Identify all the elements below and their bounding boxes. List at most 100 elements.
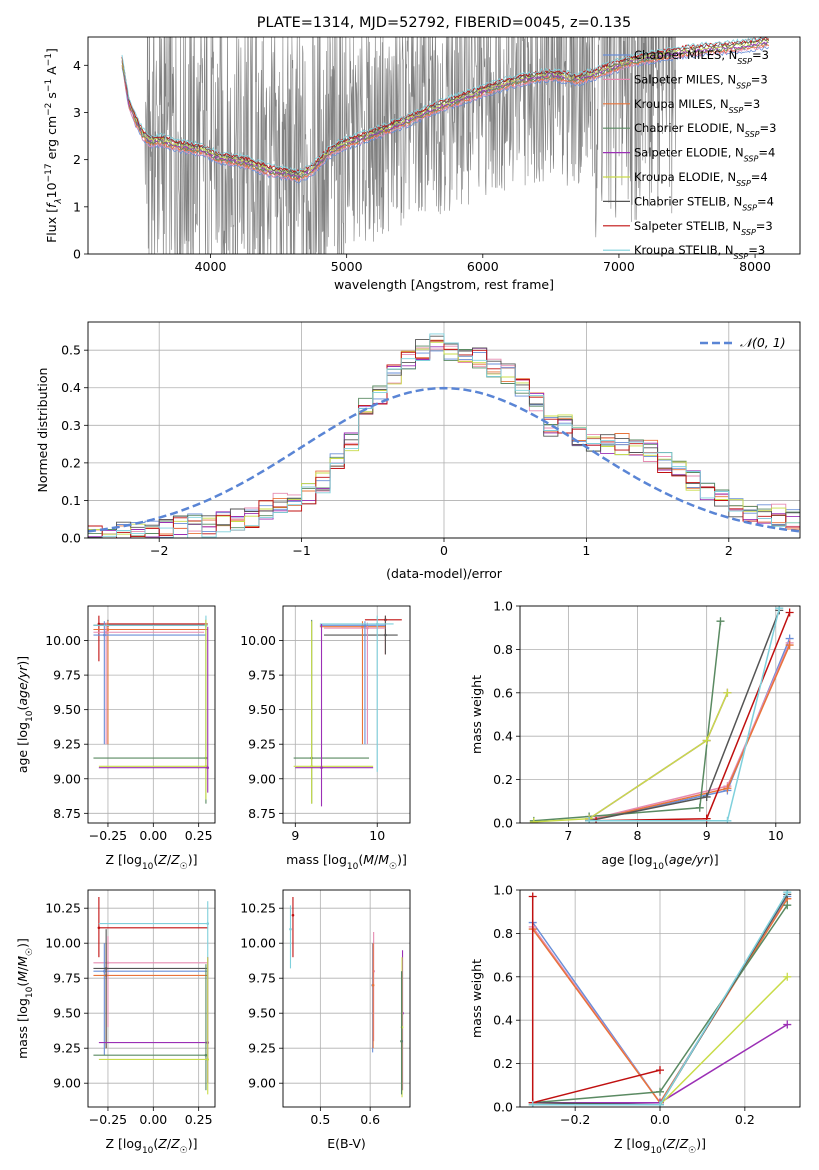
mass-vs-ebv-plot-area (289, 897, 404, 1098)
age-vs-mass-xtick-label: 9 (291, 828, 299, 843)
spectrum-ytick-label: 3 (73, 105, 81, 120)
model-spectrum-line (121, 39, 769, 179)
mass-vs-Z-xtick-label: 0.25 (185, 1112, 213, 1127)
weight-marker (528, 892, 537, 901)
weight-marker (528, 1100, 537, 1107)
data-point (375, 622, 379, 626)
mass-vs-ebv-ytick-label: 9.00 (248, 1076, 276, 1091)
data-point (289, 927, 292, 931)
model-spectrum-line (121, 43, 769, 183)
age-vs-mass-xtick-label: 10 (369, 828, 385, 843)
legend-subscript: SSP (734, 252, 749, 261)
age-vs-mass-ytick-label: 9.75 (248, 668, 276, 683)
weight-series-line (533, 621, 722, 822)
mass-vs-ebv-ytick-label: 9.25 (248, 1041, 276, 1056)
data-point (400, 1039, 403, 1043)
weight-marker (723, 816, 732, 823)
weight-vs-Z-frame (519, 889, 801, 1108)
weight-vs-age-xtick-label: 8 (634, 828, 642, 843)
legend-subscript: SSP (742, 203, 757, 212)
mass-vs-ebv-ytick-label: 10.25 (240, 901, 276, 916)
weight-marker (656, 1066, 664, 1075)
weight-marker (775, 606, 784, 613)
mass-vs-ebv-xtick-label: 0.6 (360, 1112, 380, 1127)
age-vs-Z-ytick-label: 8.75 (53, 806, 81, 821)
residuals-ytick-label: 0.4 (61, 380, 81, 395)
data-point (104, 630, 108, 634)
mass-vs-Z-frame (87, 889, 216, 1108)
data-point (106, 628, 110, 631)
spectrum-ytick-label: 4 (73, 58, 81, 73)
age-vs-mass-ytick-label: 10.00 (240, 633, 276, 648)
weight-marker (783, 1020, 792, 1029)
data-point (366, 626, 369, 630)
age-vs-mass-xlabel: mass [log10(M/M☉)] (286, 852, 407, 872)
legend-count: =4 (758, 146, 775, 160)
legend-entry: Salpeter ELODIE, NSSP=4 (634, 146, 775, 164)
residual-histogram (88, 341, 800, 538)
weight-vs-Z-ytick-label: 0.2 (493, 1056, 513, 1071)
spectrum-xtick-label: 4000 (195, 259, 227, 274)
data-point (291, 913, 295, 917)
weight-vs-Z-xtick-label: 0.0 (650, 1112, 670, 1127)
spectrum-xtick-label: 8000 (739, 259, 771, 274)
legend-count: =4 (757, 194, 774, 208)
residuals-xtick-label: −1 (292, 543, 310, 558)
legend-subscript: SSP (736, 81, 751, 90)
legend-count: =3 (743, 97, 760, 111)
legend-label: Chabrier MILES, N (634, 48, 737, 62)
weight-vs-age-frame (519, 605, 801, 824)
mass-vs-Z-ytick-label: 10.25 (45, 901, 81, 916)
weight-vs-age-ytick-label: 0.8 (493, 642, 513, 657)
legend-entry: Kroupa STELIB, NSSP=3 (634, 243, 765, 261)
residuals-ytick-label: 0.2 (61, 455, 81, 470)
weight-series-line (533, 692, 729, 823)
weight-vs-Z-plot-area (528, 890, 792, 1107)
mass-vs-ebv-frame (282, 889, 411, 1108)
legend-subscript: SSP (744, 154, 759, 163)
spectrum-xlabel: wavelength [Angstrom, rest frame] (334, 277, 554, 292)
weight-vs-age-xlabel: age [log10(age/yr)] (601, 852, 718, 872)
age-vs-Z-ytick-label: 10.00 (45, 633, 81, 648)
weight-marker (702, 736, 711, 745)
legend-count: =3 (752, 48, 769, 62)
age-vs-Z-ytick-label: 9.75 (53, 668, 81, 683)
age-vs-Z-ytick-label: 9.00 (53, 771, 81, 786)
legend-entry: Chabrier STELIB, NSSP=4 (634, 194, 774, 212)
mass-vs-ebv-xtick-label: 0.5 (310, 1112, 330, 1127)
age-vs-Z-xtick-label: 0.25 (185, 828, 213, 843)
spectrum-ytick-label: 2 (73, 152, 81, 167)
residuals-ytick-label: 0.0 (61, 531, 81, 546)
weight-series-line (531, 896, 661, 1104)
mass-vs-Z-plot-area (93, 897, 210, 1095)
data-point (363, 624, 367, 627)
weight-vs-age-ytick-label: 1.0 (493, 599, 513, 614)
data-point (371, 983, 375, 987)
residuals-frame (87, 321, 801, 539)
residuals-ytick-label: 0.1 (61, 493, 81, 508)
model-spectrum-line (121, 37, 770, 176)
legend-label: Salpeter STELIB, N (634, 219, 741, 233)
residuals-xtick-label: 0 (440, 543, 448, 558)
weight-vs-age-ytick-label: 0.0 (493, 816, 513, 831)
weight-vs-age-ytick-label: 0.4 (493, 729, 513, 744)
data-point (320, 766, 323, 770)
mass-vs-Z-axes: −0.25 0.00 0.25 9.00 9.25 9.50 9.75 10.00 10.25 (45, 890, 215, 1127)
mass-vs-ebv-ytick-label: 9.75 (248, 971, 276, 986)
weight-marker (785, 641, 794, 650)
spectrum-title: PLATE=1314, MJD=52792, FIBERID=0045, z=0… (257, 15, 631, 31)
residuals-plot-area (88, 333, 800, 538)
weight-marker (783, 890, 792, 897)
weight-marker (716, 617, 725, 626)
weight-vs-age-xtick-label: 7 (564, 828, 572, 843)
data-point (361, 625, 364, 629)
spectrum-ytick-label: 1 (73, 199, 81, 214)
age-vs-mass-ytick-label: 9.00 (248, 771, 276, 786)
weight-vs-age-plot-area (529, 606, 794, 823)
weight-series-line (588, 644, 791, 822)
legend-label: Chabrier ELODIE, N (634, 121, 745, 135)
residuals-xtick-label: −2 (150, 543, 168, 558)
weight-vs-Z-xtick-label: −0.2 (560, 1112, 590, 1127)
weight-marker (702, 792, 711, 801)
data-spectrum-line (121, 37, 676, 254)
